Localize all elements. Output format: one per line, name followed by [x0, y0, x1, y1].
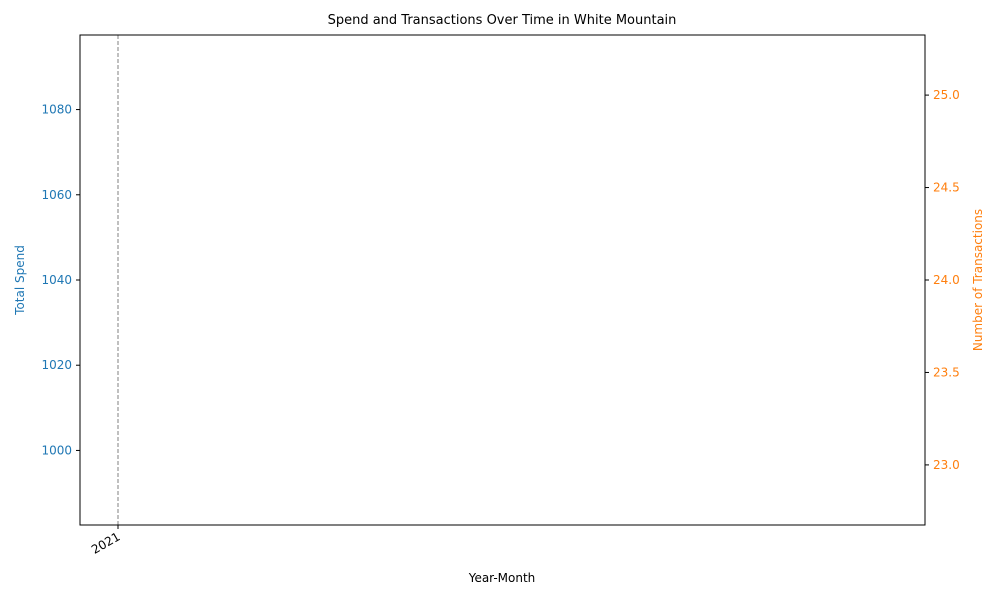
left-tick-label: 1060 [41, 188, 72, 202]
right-tick-label: 24.5 [933, 181, 960, 195]
right-tick-label: 25.0 [933, 88, 960, 102]
right-axis-title: Number of Transactions [971, 209, 985, 351]
x-tick-label: 2021 [89, 529, 122, 556]
right-axis-ticks: 23.0 23.5 24.0 24.5 25.0 [925, 88, 960, 472]
left-axis-ticks: 1000 1020 1040 1060 1080 [41, 103, 80, 457]
left-tick-label: 1000 [41, 443, 72, 457]
x-axis-ticks: 2021 [89, 525, 123, 557]
left-axis-title: Total Spend [13, 245, 27, 316]
left-tick-label: 1020 [41, 358, 72, 372]
right-tick-label: 23.5 [933, 365, 960, 379]
left-tick-label: 1080 [41, 103, 72, 117]
right-tick-label: 24.0 [933, 273, 960, 287]
chart-title: Spend and Transactions Over Time in Whit… [328, 13, 677, 28]
plot-area-frame [79, 34, 926, 526]
x-axis-title: Year-Month [468, 571, 536, 585]
left-tick-label: 1040 [41, 273, 72, 287]
right-tick-label: 23.0 [933, 458, 960, 472]
